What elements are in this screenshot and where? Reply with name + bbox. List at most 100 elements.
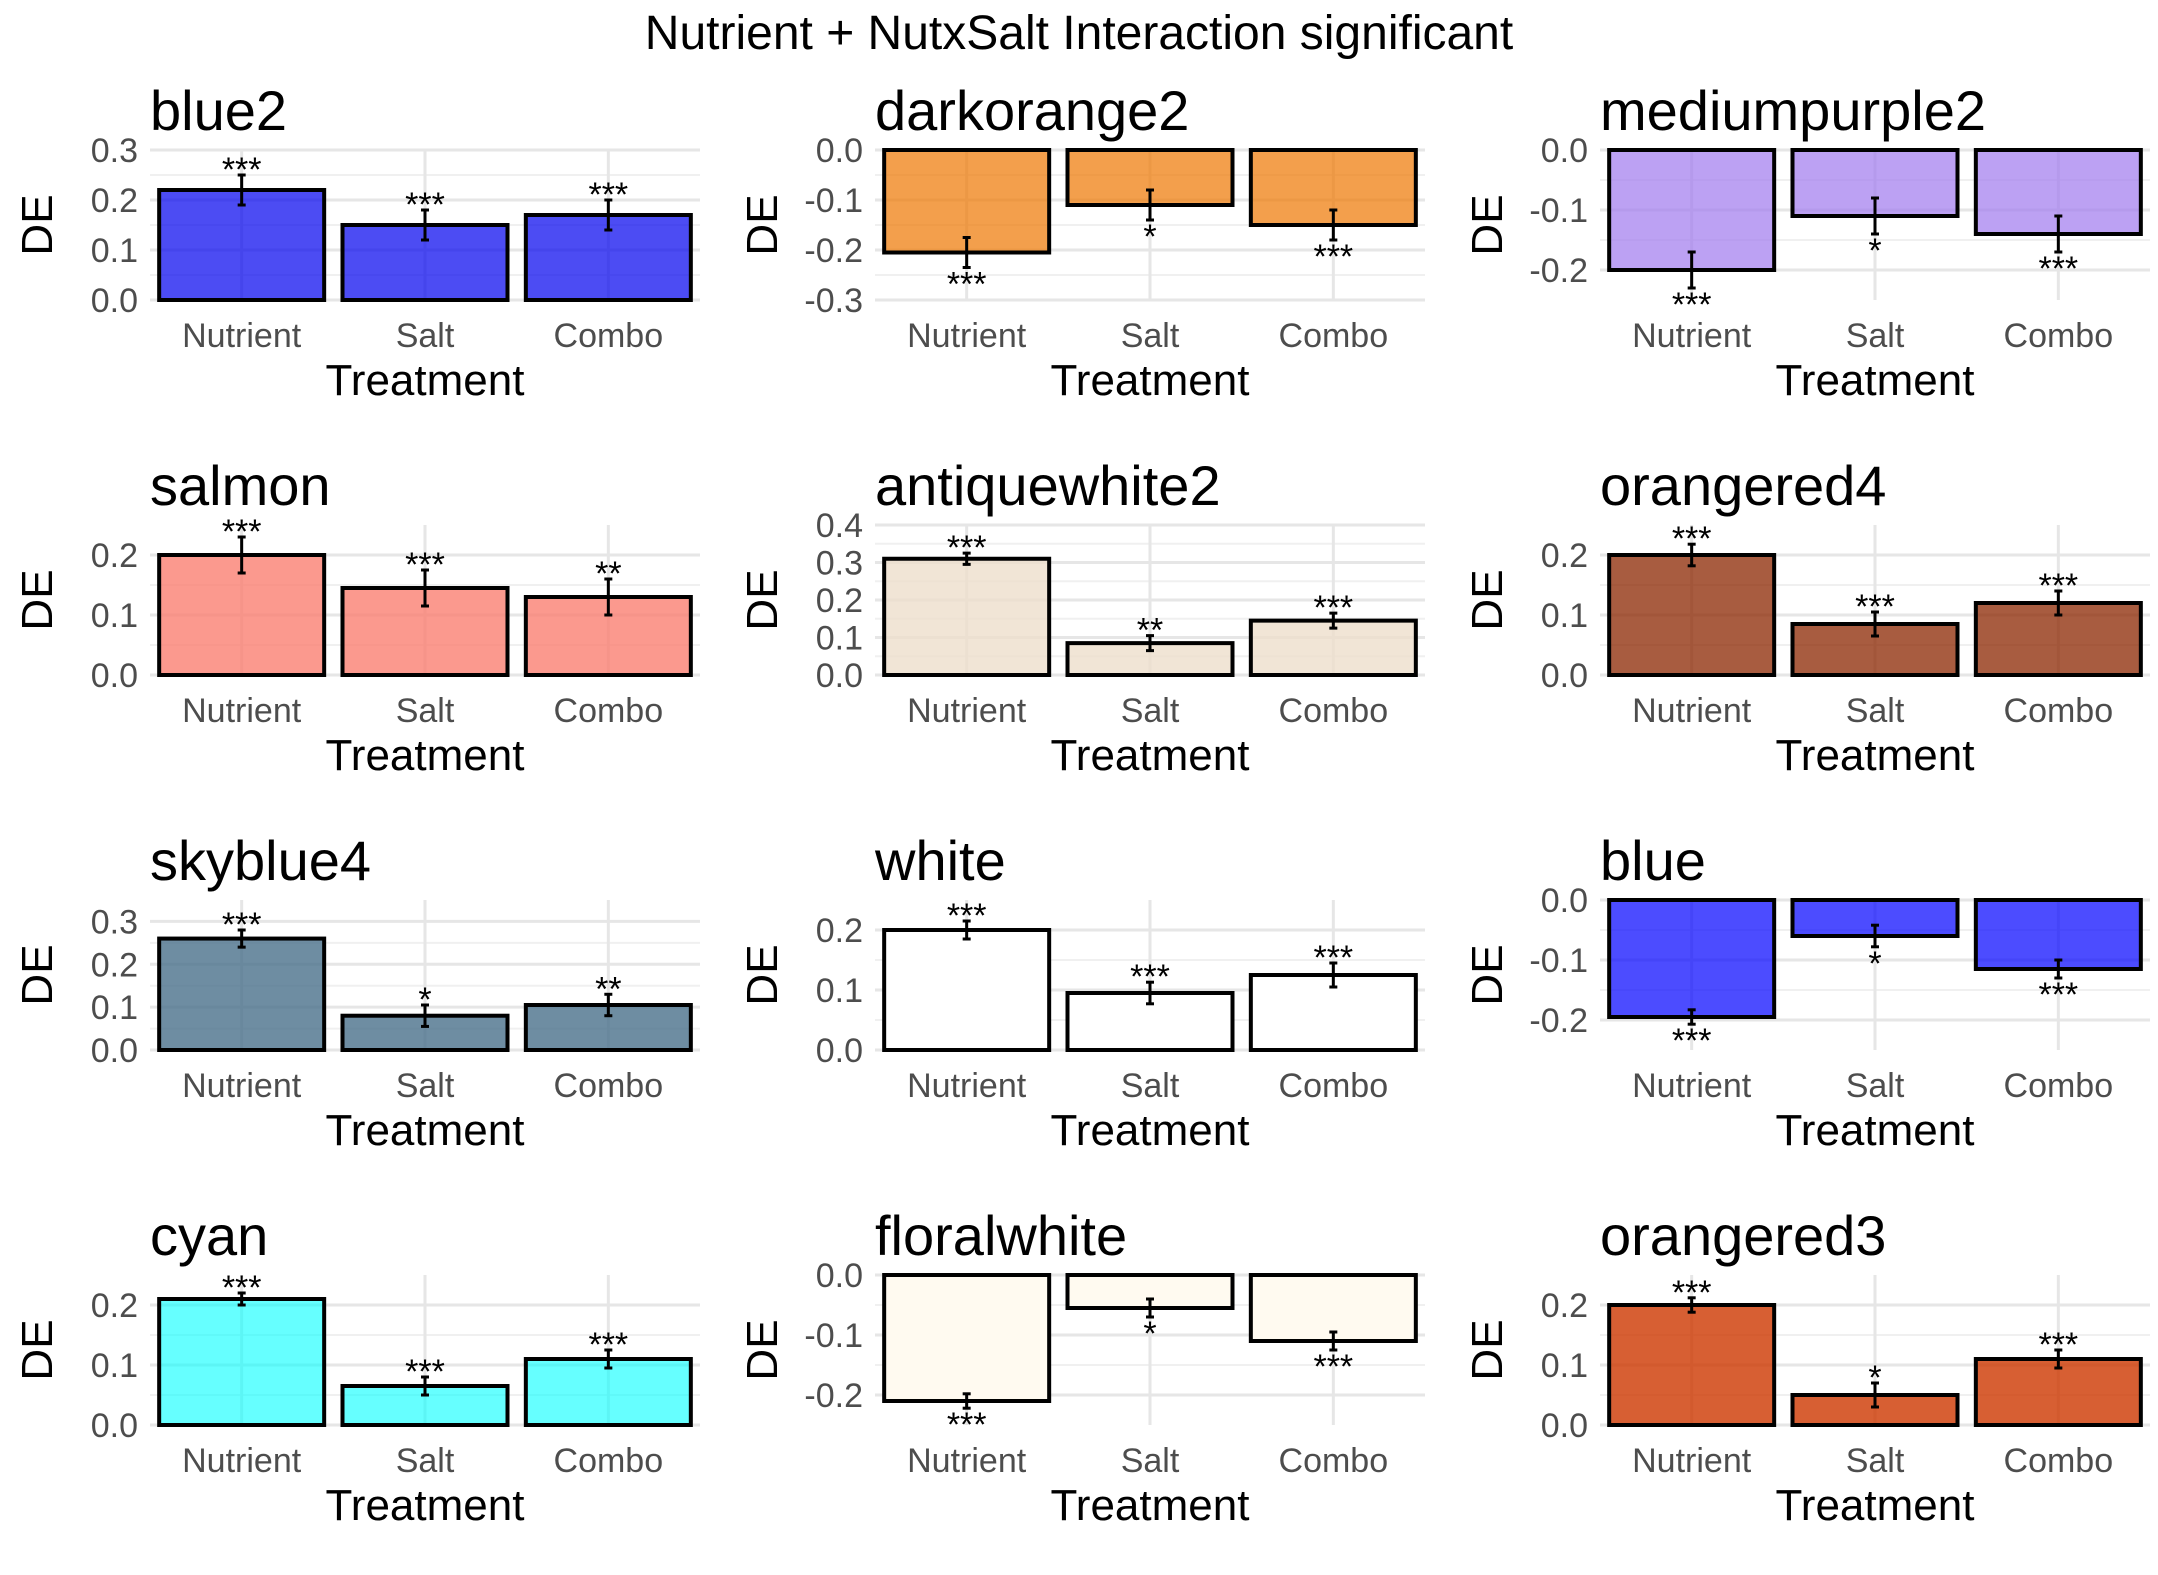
error-bar bbox=[1329, 961, 1338, 989]
y-axis-title: DE bbox=[1463, 1319, 1512, 1380]
error-bar bbox=[1687, 1296, 1696, 1314]
chart-panel-skyblue4: skyblue4 0.0 0.1 0.2 0.3 *** Nutrient * Salt ** Co… bbox=[0, 830, 700, 1200]
x-tick-label: Salt bbox=[1121, 1442, 1180, 1480]
significance-label: *** bbox=[2038, 567, 2078, 605]
x-tick-label: Nutrient bbox=[907, 1067, 1027, 1105]
error-bar bbox=[1871, 196, 1879, 236]
chart-svg: orangered3 0.0 0.1 0.2 *** Nutrient * Salt *** Co… bbox=[1463, 1205, 2150, 1530]
error-bar bbox=[604, 198, 613, 232]
significance-label: *** bbox=[405, 186, 445, 224]
panel-title: orangered3 bbox=[1600, 1205, 1886, 1267]
error-bar bbox=[1871, 923, 1879, 949]
chart-panel-white: white 0.0 0.1 0.2 *** Nutrient *** Salt *** Combo… bbox=[725, 830, 1425, 1200]
significance-label: *** bbox=[1313, 1348, 1353, 1386]
y-tick-label: 0.2 bbox=[91, 182, 138, 220]
significance-label: *** bbox=[2038, 250, 2078, 288]
chart-panel-darkorange2: darkorange2 0.0 -0.1 -0.2 -0.3 *** Nutrient * Sa… bbox=[725, 80, 1425, 450]
significance-label: *** bbox=[1855, 588, 1895, 626]
significance-label: *** bbox=[947, 266, 987, 304]
error-bar bbox=[421, 568, 429, 608]
significance-label: ** bbox=[595, 555, 621, 593]
chart-panel-mediumpurple2: mediumpurple2 0.0 -0.1 -0.2 *** Nutrient * Salt… bbox=[1450, 80, 2150, 450]
error-bar bbox=[1871, 1381, 1879, 1409]
significance-label: *** bbox=[222, 1269, 262, 1307]
significance-label: *** bbox=[405, 546, 445, 584]
chart-svg: cyan 0.0 0.1 0.2 *** Nutrient *** Salt *** Combo T… bbox=[13, 1205, 700, 1530]
chart-svg: mediumpurple20.0-0.1-0.2***Nutrient*Salt… bbox=[1463, 80, 2150, 405]
error-bar bbox=[1146, 1297, 1154, 1319]
x-tick-label: Combo bbox=[1279, 692, 1389, 730]
y-tick-label: 0.0 bbox=[816, 132, 863, 170]
y-axis-title: DE bbox=[1463, 194, 1512, 255]
panel-title: blue bbox=[1600, 830, 1706, 892]
significance-label: * bbox=[1143, 218, 1156, 256]
significance-label: *** bbox=[1130, 958, 1170, 996]
significance-label: *** bbox=[1313, 939, 1353, 977]
x-tick-label: Combo bbox=[1279, 317, 1389, 355]
y-tick-label: 0.1 bbox=[91, 1347, 138, 1385]
error-bar bbox=[1146, 634, 1154, 653]
x-tick-label: Combo bbox=[554, 1442, 664, 1480]
x-tick-label: Nutrient bbox=[1632, 1067, 1752, 1105]
panel-title: orangered4 bbox=[1600, 455, 1886, 517]
error-bar bbox=[1146, 188, 1154, 222]
error-bar bbox=[962, 236, 971, 269]
chart-svg: darkorange2 0.0 -0.1 -0.2 -0.3 *** Nutrient * Sa… bbox=[738, 80, 1425, 405]
significance-label: * bbox=[1868, 1359, 1881, 1397]
error-bar bbox=[237, 173, 246, 207]
y-tick-label: -0.1 bbox=[1529, 192, 1588, 230]
x-axis-title: Treatment bbox=[326, 1106, 525, 1155]
significance-label: *** bbox=[222, 906, 262, 944]
error-bar bbox=[237, 1291, 246, 1307]
x-axis-title: Treatment bbox=[326, 731, 525, 780]
bar-nutrient bbox=[882, 556, 1052, 677]
x-tick-label: Salt bbox=[396, 692, 455, 730]
x-tick-label: Salt bbox=[1121, 317, 1180, 355]
x-tick-label: Salt bbox=[1846, 1442, 1905, 1480]
y-tick-label: 0.2 bbox=[816, 582, 863, 620]
y-axis-title: DE bbox=[13, 569, 62, 630]
y-tick-label: 0.0 bbox=[1541, 657, 1588, 695]
x-axis-title: Treatment bbox=[326, 356, 525, 405]
panel-title: cyan bbox=[150, 1205, 268, 1267]
bar-nutrient bbox=[1607, 553, 1777, 677]
significance-label: *** bbox=[588, 1326, 628, 1364]
panel-title: salmon bbox=[150, 455, 331, 517]
y-axis-title: DE bbox=[738, 1319, 787, 1380]
x-tick-label: Nutrient bbox=[182, 1067, 302, 1105]
significance-label: * bbox=[1868, 232, 1881, 270]
x-tick-label: Salt bbox=[396, 1442, 455, 1480]
bar-nutrient bbox=[882, 1273, 1052, 1403]
x-tick-label: Combo bbox=[554, 692, 664, 730]
y-tick-label: -0.2 bbox=[804, 1377, 863, 1415]
significance-label: *** bbox=[405, 1353, 445, 1391]
y-tick-label: 0.0 bbox=[1541, 882, 1588, 920]
error-bar bbox=[1687, 250, 1696, 290]
bar-combo bbox=[523, 1003, 693, 1052]
x-axis-title: Treatment bbox=[1776, 1481, 1975, 1530]
y-axis-title: DE bbox=[13, 944, 62, 1005]
error-bar bbox=[604, 577, 613, 617]
x-tick-label: Salt bbox=[1846, 1067, 1905, 1105]
chart-svg: blue 0.0 -0.1 -0.2 *** Nutrient * Salt *** Combo T… bbox=[1463, 830, 2150, 1155]
chart-svg: salmon 0.0 0.1 0.2 *** Nutrient *** Salt ** Combo… bbox=[13, 455, 700, 780]
bar-combo bbox=[1973, 1357, 2143, 1427]
y-tick-label: 0.0 bbox=[91, 1032, 138, 1070]
error-bar bbox=[2054, 214, 2063, 254]
chart-panel-antiquewhite2: antiquewhite2 0.0 0.1 0.2 0.3 0.4 *** Nutrient *… bbox=[725, 455, 1425, 825]
chart-panel-orangered3: orangered3 0.0 0.1 0.2 *** Nutrient * Salt *** Co… bbox=[1450, 1205, 2150, 1575]
error-bar bbox=[604, 992, 613, 1018]
chart-svg: skyblue4 0.0 0.1 0.2 0.3 *** Nutrient * Salt ** Co… bbox=[13, 830, 700, 1155]
y-axis-title: DE bbox=[1463, 569, 1512, 630]
y-tick-label: 0.0 bbox=[1541, 1407, 1588, 1445]
significance-label: *** bbox=[1672, 1022, 1712, 1060]
x-tick-label: Nutrient bbox=[182, 692, 302, 730]
x-axis-title: Treatment bbox=[1776, 731, 1975, 780]
y-tick-label: 0.3 bbox=[91, 903, 138, 941]
significance-label: *** bbox=[588, 176, 628, 214]
significance-label: *** bbox=[1313, 589, 1353, 627]
y-axis-title: DE bbox=[13, 194, 62, 255]
error-bar bbox=[421, 1375, 429, 1397]
x-tick-label: Nutrient bbox=[907, 317, 1027, 355]
y-tick-label: 0.2 bbox=[1541, 1287, 1588, 1325]
